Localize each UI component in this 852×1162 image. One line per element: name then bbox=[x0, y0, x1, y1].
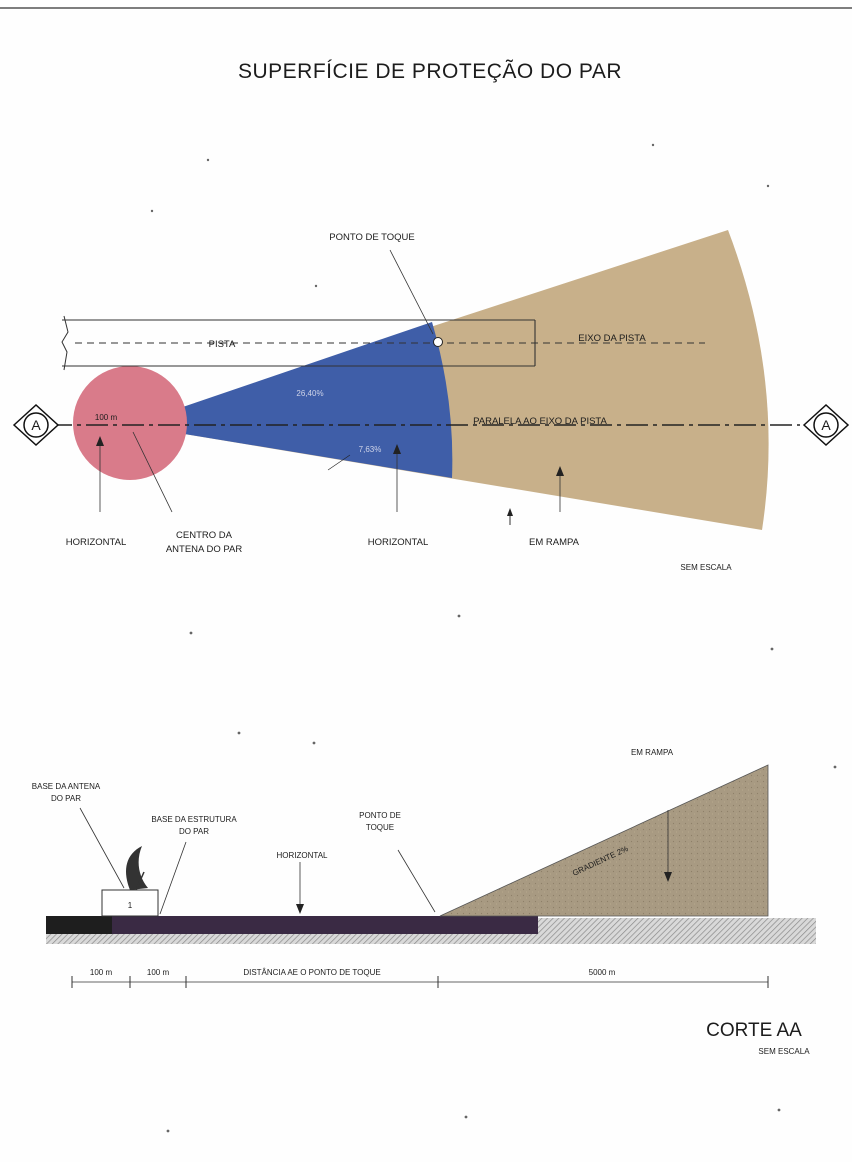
section-no-scale: SEM ESCALA bbox=[758, 1047, 810, 1056]
runway-axis-label: EIXO DA PISTA bbox=[578, 333, 646, 344]
svg-text:A: A bbox=[821, 417, 831, 433]
scan-specks bbox=[150, 143, 837, 1133]
antenna-radius-circle bbox=[73, 366, 187, 480]
structure-base-leader bbox=[159, 841, 187, 915]
touch-point-leader-section bbox=[397, 849, 436, 913]
section-marker-right: A bbox=[802, 403, 850, 447]
plan-view: A A PONTO DE TOQUE PISTA EIXO DA PISTA P… bbox=[12, 230, 850, 572]
antenna-base-label-line1: BASE DA ANTENA bbox=[32, 782, 101, 791]
ramp-sector bbox=[130, 230, 769, 530]
horizontal-label: HORIZONTAL bbox=[277, 851, 329, 860]
structure-base-label-line2: DO PAR bbox=[179, 827, 209, 836]
section-view: 1 BASE DA ANTENA DO PAR BASE DA ESTRUTUR… bbox=[32, 748, 816, 1056]
ramp-triangle bbox=[439, 764, 769, 917]
dimension-1: 100 m bbox=[90, 968, 113, 977]
angle-upper-label: 26,40% bbox=[296, 389, 323, 398]
antenna-center-label-line2: ANTENA DO PAR bbox=[166, 544, 243, 555]
dimension-2: 100 m bbox=[147, 968, 170, 977]
structure-base-label-line1: BASE DA ESTRUTURA bbox=[151, 815, 237, 824]
svg-text:A: A bbox=[31, 417, 41, 433]
horizontal-sector bbox=[130, 322, 453, 478]
ramp-label-section: EM RAMPA bbox=[631, 748, 674, 757]
horizontal-mid-label: HORIZONTAL bbox=[368, 537, 429, 548]
no-scale-label: SEM ESCALA bbox=[680, 563, 732, 572]
parallel-axis-label: PARALELA AO EIXO DA PISTA bbox=[473, 416, 607, 427]
radius-label: 100 m bbox=[95, 413, 118, 422]
section-marker-left: A bbox=[12, 403, 60, 447]
touch-point-label-line2: TOQUE bbox=[366, 823, 394, 832]
page-title: SUPERFÍCIE DE PROTEÇÃO DO PAR bbox=[238, 59, 622, 83]
section-title: CORTE AA bbox=[706, 1020, 802, 1041]
ramp-label: EM RAMPA bbox=[529, 537, 580, 548]
antenna-base-label-line2: DO PAR bbox=[51, 794, 81, 803]
horizontal-left-label: HORIZONTAL bbox=[66, 537, 127, 548]
antenna-base-leader bbox=[79, 807, 125, 889]
touch-point-leader bbox=[389, 249, 434, 335]
dimension-line: 100 m 100 m DISTÂNCIA AE O PONTO DE TOQU… bbox=[71, 966, 769, 988]
antenna-center-label-line1: CENTRO DA bbox=[176, 530, 233, 541]
touch-point-marker bbox=[433, 337, 443, 347]
antenna-icon bbox=[126, 846, 148, 890]
horizontal-ground-bar bbox=[46, 916, 538, 934]
runway-label: PISTA bbox=[209, 339, 236, 350]
antenna-base-bar bbox=[46, 916, 112, 934]
touch-point-label: PONTO DE TOQUE bbox=[329, 232, 415, 243]
structure-base-box bbox=[101, 889, 159, 917]
structure-mark: 1 bbox=[128, 901, 133, 910]
angle-lower-label: 7,63% bbox=[359, 445, 382, 454]
antenna-center-leader bbox=[132, 431, 173, 513]
dimension-3: DISTÂNCIA AE O PONTO DE TOQUE bbox=[243, 968, 380, 977]
dimension-4: 5000 m bbox=[589, 968, 616, 977]
touch-point-label-line1: PONTO DE bbox=[359, 811, 401, 820]
